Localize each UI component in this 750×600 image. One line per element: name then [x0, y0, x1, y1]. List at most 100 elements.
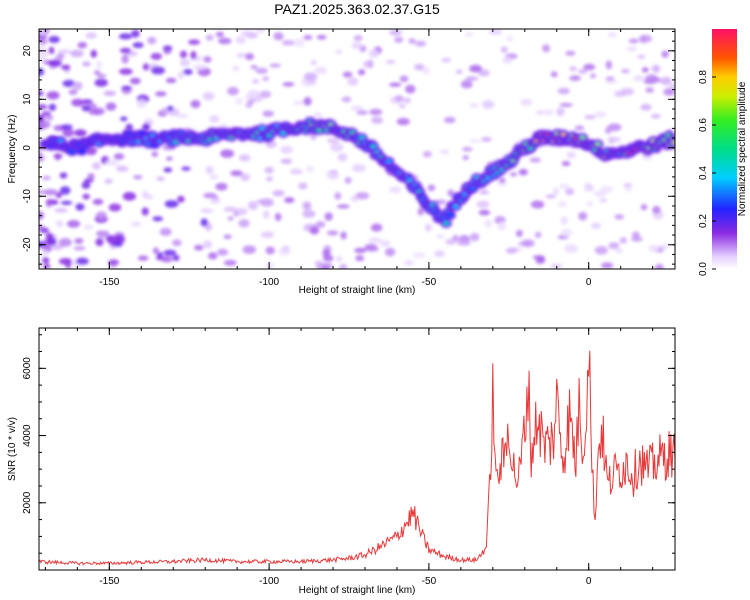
heatmap-noise-cell [469, 102, 479, 108]
heatmap-noise-cell [565, 188, 575, 196]
heatmap-noise-cell [59, 172, 68, 179]
spectrogram-frame [38, 28, 676, 270]
heatmap-signal-core [453, 204, 459, 209]
y-tick-label: 6000 [22, 357, 33, 380]
heatmap-noise-cell [488, 29, 503, 35]
heatmap-noise-cell [235, 97, 243, 105]
heatmap-noise-cell [351, 164, 366, 173]
heatmap-noise-cell [566, 151, 576, 159]
heatmap-noise-cell [209, 199, 222, 205]
y-tick-label: 0 [22, 145, 33, 151]
heatmap-noise-cell [218, 37, 232, 45]
heatmap-noise-cell [542, 44, 551, 53]
heatmap-noise-cell [521, 239, 535, 248]
heatmap-noise-cell [344, 176, 352, 184]
heatmap-noise-cell [82, 193, 90, 200]
heatmap-noise-cell [558, 183, 570, 190]
heatmap-noise-cell [621, 68, 630, 74]
heatmap-noise-cell [57, 49, 71, 54]
heatmap-noise-cell [632, 231, 640, 239]
heatmap-noise-cell [615, 248, 623, 254]
heatmap-noise-cell [569, 66, 577, 72]
colorbar-label: Normalized spectral amplitude [737, 81, 748, 216]
heatmap-noise-cell [50, 244, 64, 250]
heatmap-noise-cell [502, 56, 513, 64]
heatmap-noise-cell [141, 191, 149, 199]
heatmap-noise-cell [73, 246, 86, 251]
heatmap-noise-cell [422, 150, 432, 158]
heatmap-noise-cell [578, 69, 588, 74]
heatmap-noise-cell [147, 36, 157, 45]
heatmap-noise-cell [412, 252, 426, 259]
heatmap-noise-cell [505, 247, 518, 254]
heatmap-signal-core [57, 139, 64, 143]
heatmap-noise-cell [315, 221, 326, 228]
heatmap-noise-cell [640, 103, 652, 111]
heatmap-noise-cell [314, 66, 328, 75]
heatmap-noise-cell [217, 248, 229, 256]
heatmap-noise-cell [54, 153, 61, 161]
heatmap-noise-cell [209, 115, 220, 123]
colorbar-gradient [712, 29, 737, 269]
heatmap-noise-cell [94, 78, 108, 87]
heatmap-noise-cell [389, 82, 402, 87]
heatmap-noise-cell [497, 181, 508, 187]
heatmap-noise-cell [594, 111, 607, 118]
heatmap-noise-cell [363, 60, 373, 68]
heatmap-noise-cell [560, 228, 573, 237]
heatmap-noise-cell [203, 240, 213, 249]
heatmap-noise-cell [335, 49, 343, 55]
heatmap-noise-cell [439, 149, 450, 154]
heatmap-noise-cell [364, 243, 378, 251]
heatmap-noise-cell [441, 57, 452, 63]
heatmap-noise-cell [347, 77, 359, 86]
heatmap-noise-cell [142, 123, 151, 131]
heatmap-noise-cell [88, 109, 103, 116]
heatmap-noise-cell [48, 35, 60, 44]
heatmap-noise-cell [536, 110, 544, 115]
heatmap-noise-cell [172, 239, 182, 247]
heatmap-noise-cell [165, 77, 177, 84]
heatmap-noise-cell [67, 220, 81, 228]
heatmap-noise-cell [302, 209, 316, 218]
colorbar-ticks: 0.0 0.2 0.4 0.6 0.8 [698, 70, 716, 276]
heatmap-noise-cell [260, 231, 274, 238]
heatmap-noise-cell [427, 184, 436, 192]
heatmap-noise-cell [255, 67, 268, 74]
heatmap-noise-cell [70, 49, 84, 58]
heatmap-noise-cell [62, 128, 75, 138]
heatmap-noise-cell [264, 166, 274, 174]
heatmap-noise-cell [368, 237, 383, 244]
heatmap-noise-cell [75, 203, 85, 211]
heatmap-noise-cell [394, 36, 404, 43]
heatmap-noise-cell [389, 186, 402, 194]
y-tick-label: 10 [22, 93, 33, 105]
heatmap-noise-cell [303, 35, 313, 40]
heatmap-noise-cell [289, 168, 303, 175]
heatmap-noise-cell [350, 105, 363, 112]
heatmap-noise-cell [236, 52, 248, 59]
heatmap-noise-cell [167, 105, 174, 111]
heatmap-noise-cell [42, 256, 50, 264]
heatmap-noise-cell [105, 102, 117, 111]
heatmap-noise-cell [223, 234, 232, 239]
heatmap-noise-cell [151, 66, 165, 75]
heatmap-noise-cell [48, 59, 62, 67]
heatmap-noise-cell [75, 257, 89, 265]
heatmap-noise-cell [594, 246, 608, 255]
heatmap-noise-cell [399, 75, 409, 83]
snr-ylabel: SNR (10 * v/v) [7, 417, 18, 481]
heatmap-noise-cell [600, 185, 613, 193]
heatmap-noise-cell [119, 68, 133, 75]
heatmap-noise-cell [95, 238, 104, 247]
heatmap-noise-cell [561, 161, 571, 167]
heatmap-noise-cell [96, 230, 110, 239]
heatmap-noise-cell [60, 200, 73, 205]
heatmap-noise-cell [232, 65, 240, 72]
heatmap-noise-cell [351, 41, 363, 50]
heatmap-noise-cell [262, 210, 270, 219]
heatmap-noise-cell [661, 50, 669, 58]
heatmap-noise-cell [574, 125, 585, 131]
heatmap-noise-cell [118, 33, 133, 40]
